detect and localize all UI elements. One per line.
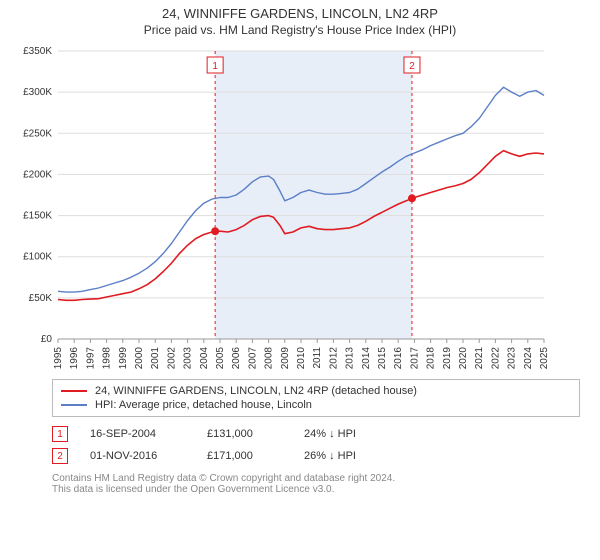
event-row: 2 01-NOV-2016 £171,000 26% ↓ HPI — [52, 445, 580, 467]
svg-text:2022: 2022 — [490, 347, 501, 370]
svg-text:1995: 1995 — [53, 347, 64, 370]
svg-text:2007: 2007 — [247, 347, 258, 370]
legend: 24, WINNIFFE GARDENS, LINCOLN, LN2 4RP (… — [52, 379, 580, 417]
events-table: 1 16-SEP-2004 £131,000 24% ↓ HPI 2 01-NO… — [52, 423, 580, 467]
event-price: £171,000 — [207, 450, 282, 462]
svg-text:2: 2 — [409, 61, 415, 72]
svg-text:2025: 2025 — [539, 347, 550, 370]
svg-text:2013: 2013 — [345, 347, 356, 370]
svg-text:£300K: £300K — [23, 87, 52, 98]
svg-text:2005: 2005 — [215, 347, 226, 370]
svg-text:2010: 2010 — [296, 347, 307, 370]
svg-text:2000: 2000 — [134, 347, 145, 370]
chart-svg: £0 £50K £100K £150K £200K £250K £300K £350K 1995… — [10, 45, 550, 375]
event-row: 1 16-SEP-2004 £131,000 24% ↓ HPI — [52, 423, 580, 445]
svg-text:2019: 2019 — [442, 347, 453, 370]
svg-text:£350K: £350K — [23, 46, 52, 57]
legend-label: HPI: Average price, detached house, Linc… — [95, 399, 312, 411]
event-date: 16-SEP-2004 — [90, 428, 185, 440]
svg-text:1999: 1999 — [118, 347, 129, 370]
title-address: 24, WINNIFFE GARDENS, LINCOLN, LN2 4RP — [10, 6, 590, 21]
title-block: 24, WINNIFFE GARDENS, LINCOLN, LN2 4RP P… — [10, 6, 590, 37]
footer-line: This data is licensed under the Open Gov… — [52, 484, 580, 495]
event-badge: 2 — [52, 448, 68, 464]
legend-item: HPI: Average price, detached house, Linc… — [61, 398, 571, 412]
footer: Contains HM Land Registry data © Crown c… — [52, 473, 580, 495]
svg-text:£250K: £250K — [23, 128, 52, 139]
svg-text:1997: 1997 — [85, 347, 96, 370]
title-subtitle: Price paid vs. HM Land Registry's House … — [10, 23, 590, 37]
svg-text:1996: 1996 — [69, 347, 80, 370]
figure-container: 24, WINNIFFE GARDENS, LINCOLN, LN2 4RP P… — [0, 0, 600, 560]
legend-swatch — [61, 390, 87, 392]
svg-text:£0: £0 — [41, 334, 53, 345]
event-price: £131,000 — [207, 428, 282, 440]
svg-text:2018: 2018 — [426, 347, 437, 370]
svg-text:2012: 2012 — [328, 347, 339, 370]
svg-text:£100K: £100K — [23, 252, 52, 263]
event-delta: 26% ↓ HPI — [304, 450, 356, 462]
event-date: 01-NOV-2016 — [90, 450, 185, 462]
legend-item: 24, WINNIFFE GARDENS, LINCOLN, LN2 4RP (… — [61, 384, 571, 398]
svg-text:2014: 2014 — [361, 347, 372, 370]
svg-text:2006: 2006 — [231, 347, 242, 370]
svg-text:2015: 2015 — [377, 347, 388, 370]
svg-text:2009: 2009 — [280, 347, 291, 370]
svg-text:2001: 2001 — [150, 347, 161, 370]
svg-text:2020: 2020 — [458, 347, 469, 370]
svg-text:£150K: £150K — [23, 211, 52, 222]
svg-text:1: 1 — [212, 61, 218, 72]
chart: £0 £50K £100K £150K £200K £250K £300K £350K 1995… — [10, 45, 590, 375]
svg-text:2017: 2017 — [409, 347, 420, 370]
svg-text:2008: 2008 — [264, 347, 275, 370]
svg-text:1998: 1998 — [102, 347, 113, 370]
event-badge: 1 — [52, 426, 68, 442]
svg-text:2002: 2002 — [166, 347, 177, 370]
svg-text:2021: 2021 — [474, 347, 485, 370]
svg-text:2024: 2024 — [523, 347, 534, 370]
svg-text:£200K: £200K — [23, 169, 52, 180]
footer-line: Contains HM Land Registry data © Crown c… — [52, 473, 580, 484]
event-delta: 24% ↓ HPI — [304, 428, 356, 440]
svg-text:2011: 2011 — [312, 347, 323, 369]
svg-text:2016: 2016 — [393, 347, 404, 370]
legend-label: 24, WINNIFFE GARDENS, LINCOLN, LN2 4RP (… — [95, 385, 417, 397]
svg-text:£50K: £50K — [29, 293, 53, 304]
svg-text:2004: 2004 — [199, 347, 210, 370]
svg-text:2003: 2003 — [183, 347, 194, 370]
legend-swatch — [61, 404, 87, 406]
svg-text:2023: 2023 — [507, 347, 518, 370]
